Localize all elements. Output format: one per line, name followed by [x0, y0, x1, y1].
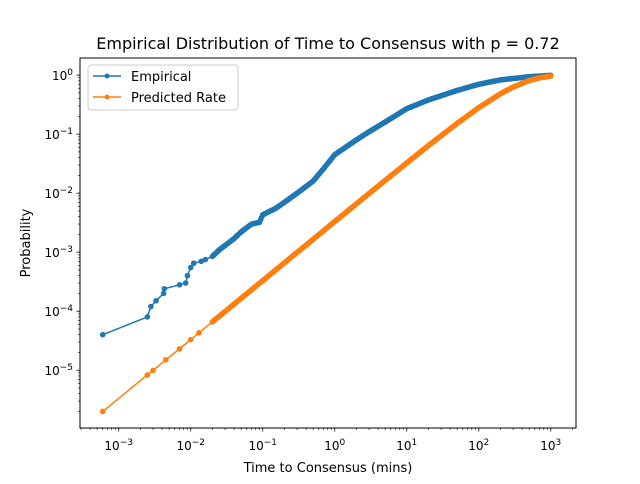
y-tick-label: 10−1: [44, 127, 73, 142]
x-tick-label: 10−3: [104, 438, 133, 453]
data-point-predicted: [150, 367, 156, 374]
legend-box: [87, 64, 239, 111]
series-empirical: [99, 72, 554, 338]
x-tick-label: 102: [468, 438, 489, 453]
data-point-empirical: [160, 290, 167, 297]
data-point-empirical: [153, 298, 159, 304]
data-point-predicted: [187, 336, 194, 343]
data-point-empirical: [190, 260, 197, 267]
legend-label-empirical: Empirical: [131, 70, 191, 85]
series-predicted: [99, 73, 554, 415]
data-point-predicted: [99, 408, 106, 415]
x-axis-label: Time to Consensus (mins): [243, 461, 413, 476]
data-point-predicted: [144, 372, 151, 378]
data-point-empirical: [144, 314, 151, 320]
x-tick-label: 101: [396, 438, 417, 453]
x-tick-label: 103: [540, 438, 561, 453]
data-point-empirical: [182, 280, 189, 286]
data-point-predicted: [547, 73, 554, 79]
data-point-empirical: [99, 331, 106, 338]
data-point-predicted: [196, 330, 202, 336]
x-tick-label: 100: [324, 438, 345, 453]
legend-marker-predicted: [104, 94, 110, 100]
plot-frame: [79, 57, 577, 429]
y-tick-label: 10−3: [44, 245, 73, 260]
legend-label-predicted: Predicted Rate: [131, 91, 226, 106]
x-tick-label: 10−2: [176, 438, 205, 453]
data-point-empirical: [198, 258, 205, 265]
x-tick-label: 10−1: [248, 438, 277, 453]
y-axis-label: Probability: [19, 208, 34, 277]
chart-title: Empirical Distribution of Time to Consen…: [96, 34, 560, 53]
data-point-empirical: [161, 285, 168, 292]
legend: Empirical Predicted Rate: [87, 64, 239, 111]
data-point-empirical: [148, 303, 154, 310]
y-tick-label: 10−2: [44, 186, 73, 201]
data-point-predicted: [162, 357, 169, 363]
plot-series: [99, 72, 554, 415]
data-point-empirical: [184, 272, 191, 279]
data-point-empirical: [202, 256, 209, 263]
y-tick-label: 100: [52, 68, 73, 83]
data-point-predicted: [176, 346, 183, 352]
legend-marker-empirical: [104, 73, 110, 79]
data-point-empirical: [176, 282, 183, 288]
y-tick-label: 10−5: [44, 363, 73, 378]
y-tick-label: 10−4: [44, 304, 73, 319]
data-point-empirical: [187, 264, 194, 271]
axis-ticks: 10−3 10−2 10−1 100 101 102 103 100 10−1 10−2 10−3 1…: [44, 68, 573, 453]
